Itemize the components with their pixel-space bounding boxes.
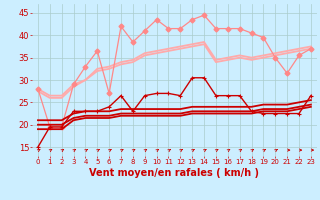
X-axis label: Vent moyen/en rafales ( km/h ): Vent moyen/en rafales ( km/h ): [89, 168, 260, 178]
